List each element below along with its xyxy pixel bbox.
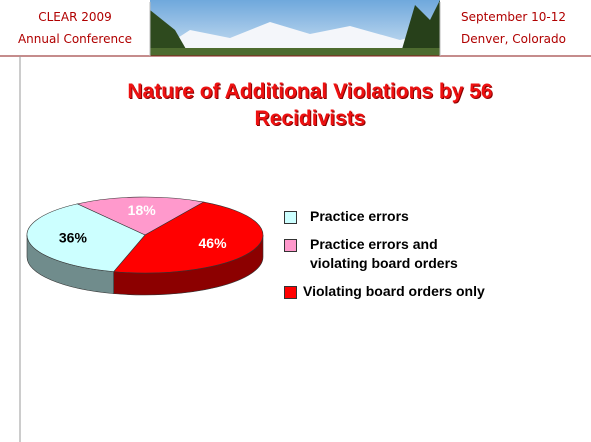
header-text: Denver, Colorado [446, 28, 581, 50]
value-label: 46% [199, 235, 228, 251]
legend-label: Practice errors [310, 207, 495, 226]
chart-title: Nature of Additional Violations by 56 Re… [110, 78, 510, 132]
legend-label: Violating board orders only [303, 282, 488, 301]
slide: 18% 46% 36% CLEAR 2009 Annual Conference S… [0, 0, 591, 442]
header-text: CLEAR 2009 [10, 6, 140, 28]
pie: 18% 46% 36% [27, 197, 263, 295]
value-label: 36% [59, 230, 88, 246]
legend-swatch [284, 211, 297, 224]
value-label: 18% [128, 202, 157, 218]
header-right: September 10-12 Denver, Colorado [446, 6, 581, 50]
legend-swatch [284, 286, 297, 299]
legend-label: Practice errors and violating board orde… [310, 235, 495, 273]
header-text: September 10-12 [446, 6, 581, 28]
header-photo [150, 0, 440, 56]
legend-swatch [284, 239, 297, 252]
header-left: CLEAR 2009 Annual Conference [10, 6, 140, 50]
header-text: Annual Conference [10, 28, 140, 50]
